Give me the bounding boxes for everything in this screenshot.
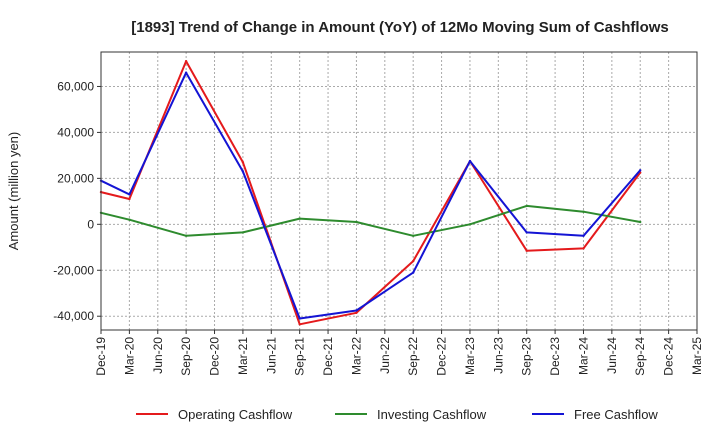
x-tick-label: Dec-19 bbox=[94, 337, 108, 376]
x-tick-label: Mar-25 bbox=[690, 337, 704, 375]
data-point-operating-cashflow bbox=[525, 249, 528, 252]
chart-title: [1893] Trend of Change in Amount (YoY) o… bbox=[131, 19, 669, 36]
data-point-free-cashflow bbox=[582, 234, 585, 237]
series-line-free-cashflow bbox=[100, 71, 641, 320]
series-line-investing-cashflow bbox=[100, 204, 641, 237]
data-point-free-cashflow bbox=[355, 309, 358, 312]
data-point-operating-cashflow bbox=[184, 60, 188, 63]
x-tick-label: Sep-20 bbox=[179, 337, 193, 376]
data-point-investing-cashflow bbox=[128, 218, 131, 221]
x-tick-label: Sep-21 bbox=[293, 337, 307, 376]
series-lines bbox=[99, 60, 642, 326]
data-point-investing-cashflow bbox=[468, 223, 472, 226]
grid bbox=[100, 52, 698, 330]
data-point-free-cashflow bbox=[525, 231, 528, 234]
y-tick-label: 20,000 bbox=[57, 171, 94, 185]
y-axis: -40,000 -20,000 0 20,000 40,000 60,000 bbox=[53, 79, 101, 323]
y-tick-label: -40,000 bbox=[53, 309, 94, 323]
x-tick-label: Dec-22 bbox=[435, 337, 449, 376]
data-point-operating-cashflow bbox=[582, 247, 585, 250]
data-point-investing-cashflow bbox=[412, 234, 415, 237]
x-tick-label: Mar-23 bbox=[463, 337, 477, 375]
data-point-free-cashflow bbox=[412, 271, 415, 274]
data-point-operating-cashflow bbox=[128, 197, 131, 201]
x-tick-label: Mar-21 bbox=[236, 337, 250, 375]
y-tick-label: 60,000 bbox=[57, 79, 94, 93]
data-point-free-cashflow bbox=[639, 169, 642, 172]
x-tick-label: Mar-24 bbox=[576, 337, 590, 375]
data-point-investing-cashflow bbox=[241, 231, 245, 234]
y-tick-label: 40,000 bbox=[57, 125, 94, 139]
data-point-free-cashflow bbox=[184, 71, 188, 74]
series-line-operating-cashflow bbox=[100, 60, 642, 326]
x-tick-label: Jun-24 bbox=[605, 337, 619, 374]
x-tick-label: Mar-20 bbox=[122, 337, 136, 375]
plot-frame bbox=[100, 51, 698, 331]
data-point-free-cashflow bbox=[468, 159, 472, 163]
x-tick-label: Dec-24 bbox=[662, 337, 676, 376]
data-point-operating-cashflow bbox=[412, 259, 415, 263]
x-tick-label: Dec-20 bbox=[208, 337, 222, 376]
x-tick-label: Sep-23 bbox=[520, 337, 534, 376]
x-axis: Dec-19 Mar-20 Jun-20 Sep-20 Dec-20 Mar-21 Jun-… bbox=[94, 330, 704, 376]
data-point-operating-cashflow bbox=[298, 323, 301, 326]
legend-label-operating-cashflow: Operating Cashflow bbox=[178, 407, 293, 422]
data-point-investing-cashflow bbox=[184, 234, 188, 237]
x-tick-label: Jun-23 bbox=[491, 337, 505, 374]
x-tick-label: Dec-21 bbox=[321, 337, 335, 376]
legend-label-free-cashflow: Free Cashflow bbox=[574, 407, 658, 422]
x-tick-label: Sep-24 bbox=[633, 337, 647, 376]
x-tick-label: Jun-22 bbox=[378, 337, 392, 374]
data-point-investing-cashflow bbox=[355, 220, 358, 224]
data-point-operating-cashflow bbox=[355, 311, 358, 314]
data-point-operating-cashflow bbox=[241, 161, 245, 164]
data-point-free-cashflow bbox=[241, 170, 245, 173]
x-tick-label: Jun-21 bbox=[264, 337, 278, 374]
y-tick-label: 0 bbox=[87, 217, 94, 231]
legend: Operating Cashflow Investing Cashflow Free… bbox=[136, 407, 658, 422]
y-axis-label: Amount (million yen) bbox=[6, 132, 21, 251]
data-point-investing-cashflow bbox=[582, 210, 585, 213]
data-point-investing-cashflow bbox=[525, 204, 528, 208]
x-tick-label: Mar-22 bbox=[349, 337, 363, 375]
data-point-free-cashflow bbox=[298, 317, 301, 320]
x-tick-label: Dec-23 bbox=[548, 337, 562, 376]
data-point-free-cashflow bbox=[128, 193, 131, 196]
x-tick-label: Sep-22 bbox=[406, 337, 420, 376]
data-point-investing-cashflow bbox=[639, 220, 642, 224]
y-tick-label: -20,000 bbox=[53, 263, 94, 277]
legend-label-investing-cashflow: Investing Cashflow bbox=[377, 407, 487, 422]
x-tick-label: Jun-20 bbox=[151, 337, 165, 374]
data-point-investing-cashflow bbox=[298, 217, 301, 220]
